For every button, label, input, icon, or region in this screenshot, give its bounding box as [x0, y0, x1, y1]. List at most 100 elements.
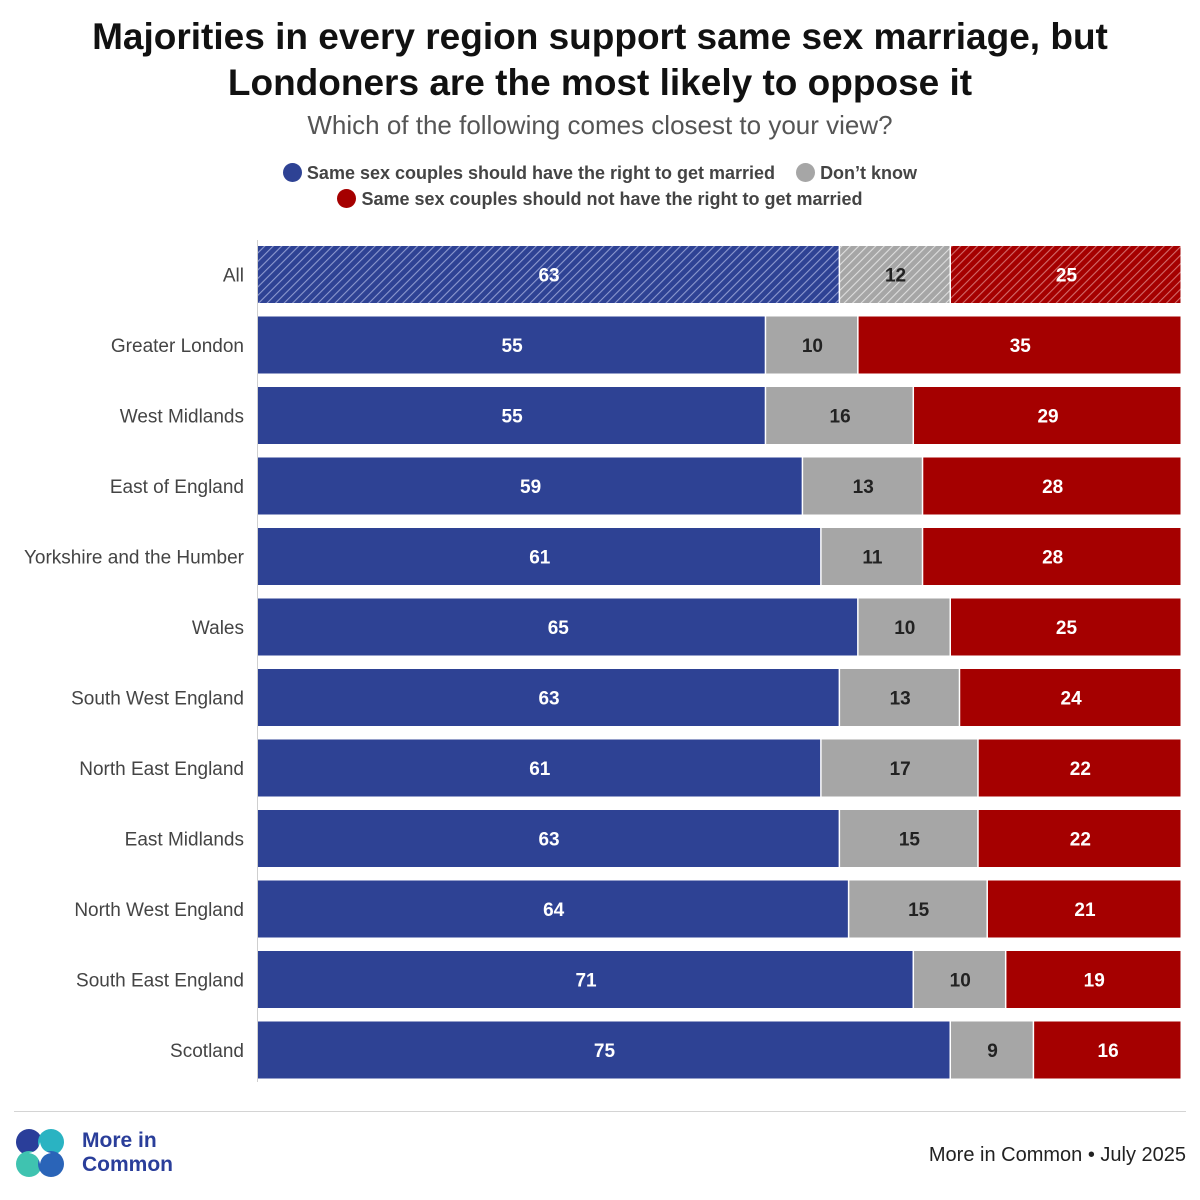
- data-label-oppose: 24: [1061, 689, 1083, 710]
- bar-row-east-midlands: East Midlands 63 15 22: [125, 810, 1181, 867]
- data-label-support: 63: [538, 266, 559, 287]
- legend-dot-oppose: [337, 188, 357, 208]
- data-label-dont-know: 9: [987, 1041, 998, 1062]
- data-label-dont-know: 12: [885, 266, 906, 287]
- bar-segment-support: [258, 951, 913, 1008]
- data-label-support: 61: [529, 548, 551, 569]
- bar-segment-oppose: [923, 528, 1181, 585]
- chart-subtitle: Which of the following comes closest to …: [307, 110, 893, 140]
- bar-row-scotland: Scotland 75 9 16: [170, 1021, 1181, 1079]
- bar-segment-dont-know: [803, 457, 922, 515]
- bar-row-wales: Wales 65 10 25: [192, 598, 1181, 656]
- data-label-support: 63: [538, 689, 559, 710]
- data-label-dont-know: 10: [950, 971, 971, 992]
- data-label-dont-know: 11: [862, 548, 883, 569]
- data-label-dont-know: 13: [890, 689, 911, 710]
- more-in-common-logo: More in Common: [14, 1127, 214, 1179]
- data-label-dont-know: 10: [802, 336, 823, 357]
- chart-title: Majorities in every region support same …: [92, 16, 1108, 103]
- legend-row-2: Same sex couples should not have the rig…: [0, 185, 1200, 210]
- bar-groups: All 63 12 25 Greater London 55 10 35 West Midlan…: [24, 246, 1181, 1079]
- category-label: North West England: [74, 900, 244, 921]
- data-label-oppose: 22: [1070, 759, 1091, 780]
- data-label-dont-know: 15: [908, 900, 930, 921]
- category-label: North East England: [79, 759, 244, 780]
- logo-mark-icon: [16, 1129, 64, 1177]
- bar-segment-dont-know: [914, 951, 1005, 1008]
- data-label-support: 64: [543, 900, 565, 921]
- data-label-support: 55: [502, 336, 524, 357]
- data-label-oppose: 21: [1074, 900, 1096, 921]
- logo-wordmark: More in Common: [82, 1129, 173, 1176]
- data-label-dont-know: 16: [830, 407, 851, 428]
- data-label-support: 55: [502, 407, 524, 428]
- bar-segment-oppose: [987, 880, 1181, 938]
- legend-label-support: Same sex couples should have the right t…: [306, 163, 776, 184]
- data-label-support: 63: [538, 830, 559, 851]
- category-label: Scotland: [170, 1041, 244, 1062]
- category-label: East Midlands: [125, 830, 244, 851]
- category-label: Wales: [192, 618, 244, 639]
- bar-row-yorkshire-and-the-humber: Yorkshire and the Humber 61 11 28: [24, 528, 1181, 585]
- category-label: South East England: [76, 971, 244, 992]
- legend-item-oppose: Same sex couples should not have the rig…: [337, 187, 863, 211]
- data-label-dont-know: 15: [899, 830, 921, 851]
- source-credit: More in Common • July 2025: [928, 1144, 1186, 1166]
- bar-segment-oppose: [951, 598, 1181, 656]
- data-label-dont-know: 10: [894, 618, 915, 639]
- bar-segment-dont-know: [858, 598, 950, 656]
- bar-segment-support: [258, 457, 802, 515]
- data-label-oppose: 29: [1037, 407, 1058, 428]
- bar-segment-oppose: [923, 457, 1181, 515]
- data-label-dont-know: 17: [890, 759, 911, 780]
- legend-dot-dont-know: [796, 163, 816, 183]
- bar-row-west-midlands: West Midlands 55 16 29: [120, 387, 1181, 444]
- bar-row-all: All 63 12 25: [223, 246, 1181, 303]
- bar-segment-support: [258, 1021, 950, 1079]
- bar-segment-dont-know: [951, 1021, 1033, 1079]
- bar-row-south-west-england: South West England 63 13 24: [71, 669, 1181, 726]
- bar-segment-support: [258, 316, 765, 374]
- category-label: All: [223, 266, 244, 287]
- data-label-oppose: 16: [1098, 1041, 1119, 1062]
- bar-segment-dont-know: [849, 880, 987, 938]
- data-label-oppose: 25: [1056, 266, 1078, 287]
- legend: Same sex couples should have the right t…: [0, 160, 1200, 211]
- category-label: East of England: [110, 477, 244, 498]
- data-label-oppose: 28: [1042, 548, 1063, 569]
- data-label-support: 75: [594, 1041, 616, 1062]
- bar-segment-support: [258, 880, 848, 938]
- bar-segment-support: [258, 246, 839, 303]
- data-label-support: 65: [548, 618, 570, 639]
- bar-segment-dont-know: [766, 316, 858, 374]
- bar-segment-oppose: [914, 387, 1181, 444]
- bar-segment-dont-know: [840, 246, 950, 303]
- bar-segment-support: [258, 669, 839, 726]
- bar-segment-dont-know: [821, 739, 978, 797]
- bar-segment-support: [258, 387, 765, 444]
- bar-row-north-east-england: North East England 61 17 22: [79, 739, 1181, 797]
- bar-segment-dont-know: [840, 669, 959, 726]
- bar-segment-support: [258, 810, 839, 867]
- bar-row-east-of-england: East of England 59 13 28: [110, 457, 1181, 515]
- legend-label-oppose: Same sex couples should not have the rig…: [361, 188, 863, 209]
- bar-segment-support: [258, 739, 821, 797]
- legend-item-support: Same sex couples should have the right t…: [282, 161, 776, 185]
- data-label-oppose: 35: [1010, 336, 1032, 357]
- data-label-support: 61: [529, 759, 551, 780]
- bar-segment-oppose: [978, 739, 1181, 797]
- bar-segment-support: [258, 598, 858, 656]
- bar-segment-dont-know: [821, 528, 922, 585]
- bar-segment-support: [258, 528, 821, 585]
- legend-row-1: Same sex couples should have the right t…: [0, 160, 1200, 185]
- data-label-oppose: 19: [1084, 971, 1105, 992]
- stacked-bar-chart: All 63 12 25 Greater London 55 10 35 West Midlan…: [24, 240, 1181, 1082]
- category-label: South West England: [71, 689, 244, 710]
- bar-segment-oppose: [1006, 951, 1181, 1008]
- legend-dot-support: [282, 163, 302, 183]
- category-label: West Midlands: [120, 407, 244, 428]
- data-label-dont-know: 13: [853, 477, 874, 498]
- bar-row-south-east-england: South East England 71 10 19: [76, 951, 1181, 1008]
- category-label: Greater London: [111, 336, 244, 357]
- data-label-support: 71: [575, 971, 597, 992]
